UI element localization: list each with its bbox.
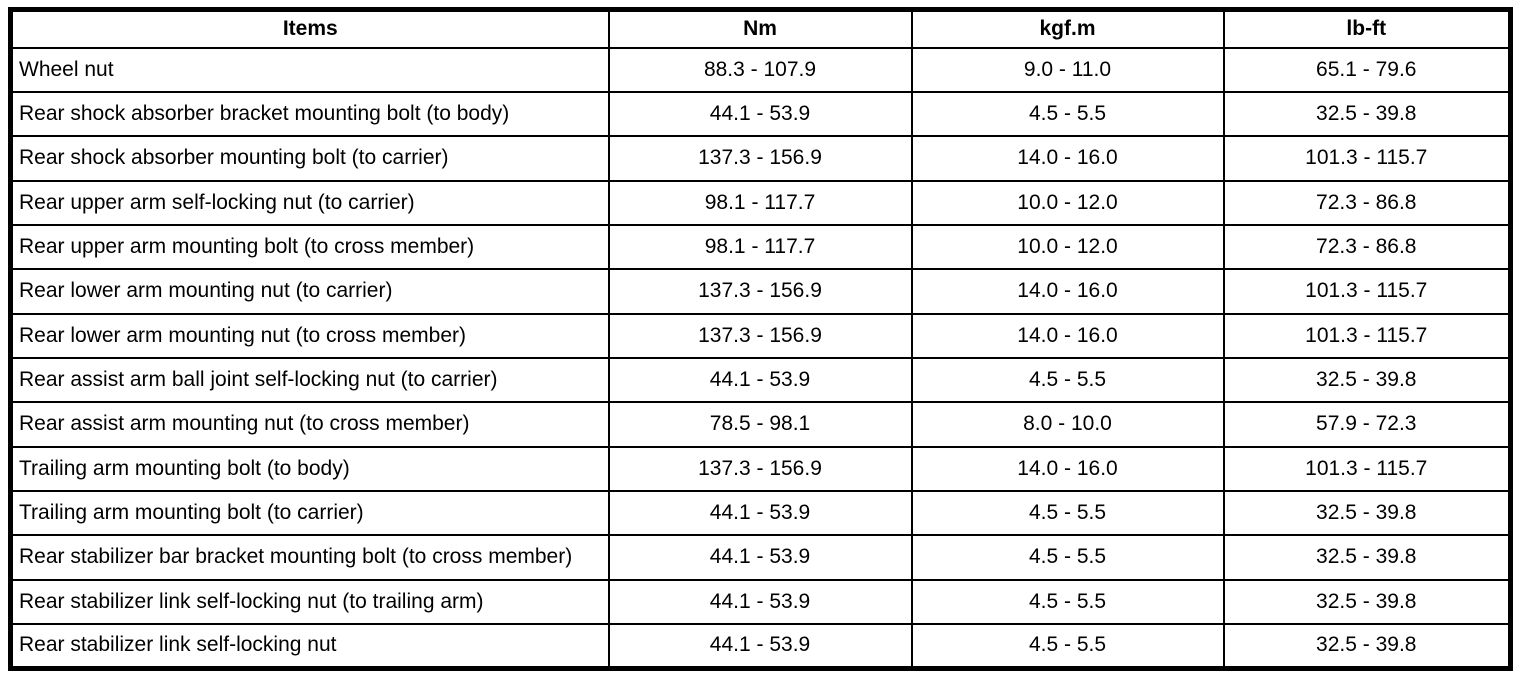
item-cell: Rear assist arm ball joint self-locking …: [9, 356, 610, 404]
table-row: Wheel nut 88.3 - 107.9 9.0 - 11.0 65.1 - 79…: [9, 46, 1512, 93]
item-cell: Wheel nut: [9, 46, 610, 93]
value-cell: 44.1 - 53.9: [607, 622, 913, 670]
table-row: Trailing arm mounting bolt (to body) 137.…: [9, 445, 1512, 492]
value-cell: 44.1 - 53.9: [607, 90, 913, 138]
value-cell: 98.1 - 117.7: [607, 179, 913, 226]
value-cell: 137.3 - 156.9: [607, 268, 913, 315]
table-row: Trailing arm mounting bolt (to carrier) 4…: [9, 489, 1512, 537]
item-cell: Rear upper arm self-locking nut (to carr…: [9, 179, 610, 226]
header-nm: Nm: [607, 8, 913, 49]
table-row: Rear lower arm mounting nut (to carrier)…: [9, 268, 1512, 315]
value-cell: 101.3 - 115.7: [1222, 135, 1512, 182]
table-row: Rear upper arm mounting bolt (to cross m…: [9, 223, 1512, 271]
value-cell: 32.5 - 39.8: [1222, 534, 1512, 581]
value-cell: 88.3 - 107.9: [607, 46, 913, 93]
value-cell: 14.0 - 16.0: [910, 445, 1225, 492]
value-cell: 4.5 - 5.5: [910, 356, 1225, 404]
value-cell: 44.1 - 53.9: [607, 578, 913, 625]
header-lbft: lb-ft: [1222, 8, 1512, 49]
value-cell: 72.3 - 86.8: [1222, 179, 1512, 226]
item-cell: Rear assist arm mounting nut (to cross m…: [9, 401, 610, 448]
header-kgfm: kgf.m: [910, 8, 1225, 49]
value-cell: 32.5 - 39.8: [1222, 489, 1512, 537]
item-cell: Rear stabilizer bar bracket mounting bol…: [9, 534, 610, 581]
value-cell: 32.5 - 39.8: [1222, 578, 1512, 625]
value-cell: 101.3 - 115.7: [1222, 268, 1512, 315]
value-cell: 10.0 - 12.0: [910, 179, 1225, 226]
table-row: Rear assist arm ball joint self-locking …: [9, 356, 1512, 404]
table-row: Rear upper arm self-locking nut (to carr…: [9, 179, 1512, 226]
table-row: Rear shock absorber bracket mounting bol…: [9, 90, 1512, 138]
item-cell: Rear upper arm mounting bolt (to cross m…: [9, 223, 610, 271]
header-items: Items: [9, 8, 610, 49]
item-cell: Trailing arm mounting bolt (to body): [9, 445, 610, 492]
item-cell: Rear lower arm mounting nut (to carrier): [9, 268, 610, 315]
table-row: Rear stabilizer bar bracket mounting bol…: [9, 534, 1512, 581]
value-cell: 57.9 - 72.3: [1222, 401, 1512, 448]
value-cell: 137.3 - 156.9: [607, 135, 913, 182]
value-cell: 9.0 - 11.0: [910, 46, 1225, 93]
value-cell: 14.0 - 16.0: [910, 268, 1225, 315]
value-cell: 44.1 - 53.9: [607, 356, 913, 404]
item-cell: Rear stabilizer link self-locking nut: [9, 622, 610, 670]
header-row: Items Nm kgf.m lb-ft: [9, 8, 1512, 49]
value-cell: 4.5 - 5.5: [910, 90, 1225, 138]
value-cell: 101.3 - 115.7: [1222, 445, 1512, 492]
table-row: Rear assist arm mounting nut (to cross m…: [9, 401, 1512, 448]
value-cell: 137.3 - 156.9: [607, 312, 913, 359]
value-cell: 32.5 - 39.8: [1222, 90, 1512, 138]
item-cell: Trailing arm mounting bolt (to carrier): [9, 489, 610, 537]
table-row: Rear shock absorber mounting bolt (to ca…: [9, 135, 1512, 182]
value-cell: 4.5 - 5.5: [910, 534, 1225, 581]
table-body: Wheel nut 88.3 - 107.9 9.0 - 11.0 65.1 - 79…: [9, 46, 1512, 670]
value-cell: 101.3 - 115.7: [1222, 312, 1512, 359]
table-header: Items Nm kgf.m lb-ft: [9, 8, 1512, 49]
value-cell: 14.0 - 16.0: [910, 312, 1225, 359]
value-cell: 4.5 - 5.5: [910, 622, 1225, 670]
value-cell: 72.3 - 86.8: [1222, 223, 1512, 271]
value-cell: 65.1 - 79.6: [1222, 46, 1512, 93]
value-cell: 44.1 - 53.9: [607, 489, 913, 537]
value-cell: 44.1 - 53.9: [607, 534, 913, 581]
torque-spec-table: Items Nm kgf.m lb-ft Wheel nut 88.3 - 107…: [8, 7, 1513, 671]
value-cell: 14.0 - 16.0: [910, 135, 1225, 182]
value-cell: 98.1 - 117.7: [607, 223, 913, 271]
table-row: Rear lower arm mounting nut (to cross me…: [9, 312, 1512, 359]
item-cell: Rear shock absorber mounting bolt (to ca…: [9, 135, 610, 182]
value-cell: 78.5 - 98.1: [607, 401, 913, 448]
item-cell: Rear shock absorber bracket mounting bol…: [9, 90, 610, 138]
item-cell: Rear stabilizer link self-locking nut (t…: [9, 578, 610, 625]
item-cell: Rear lower arm mounting nut (to cross me…: [9, 312, 610, 359]
value-cell: 10.0 - 12.0: [910, 223, 1225, 271]
value-cell: 32.5 - 39.8: [1222, 622, 1512, 670]
value-cell: 4.5 - 5.5: [910, 489, 1225, 537]
table-row: Rear stabilizer link self-locking nut (t…: [9, 578, 1512, 625]
table-row: Rear stabilizer link self-locking nut 44.…: [9, 622, 1512, 670]
value-cell: 4.5 - 5.5: [910, 578, 1225, 625]
value-cell: 137.3 - 156.9: [607, 445, 913, 492]
value-cell: 32.5 - 39.8: [1222, 356, 1512, 404]
value-cell: 8.0 - 10.0: [910, 401, 1225, 448]
